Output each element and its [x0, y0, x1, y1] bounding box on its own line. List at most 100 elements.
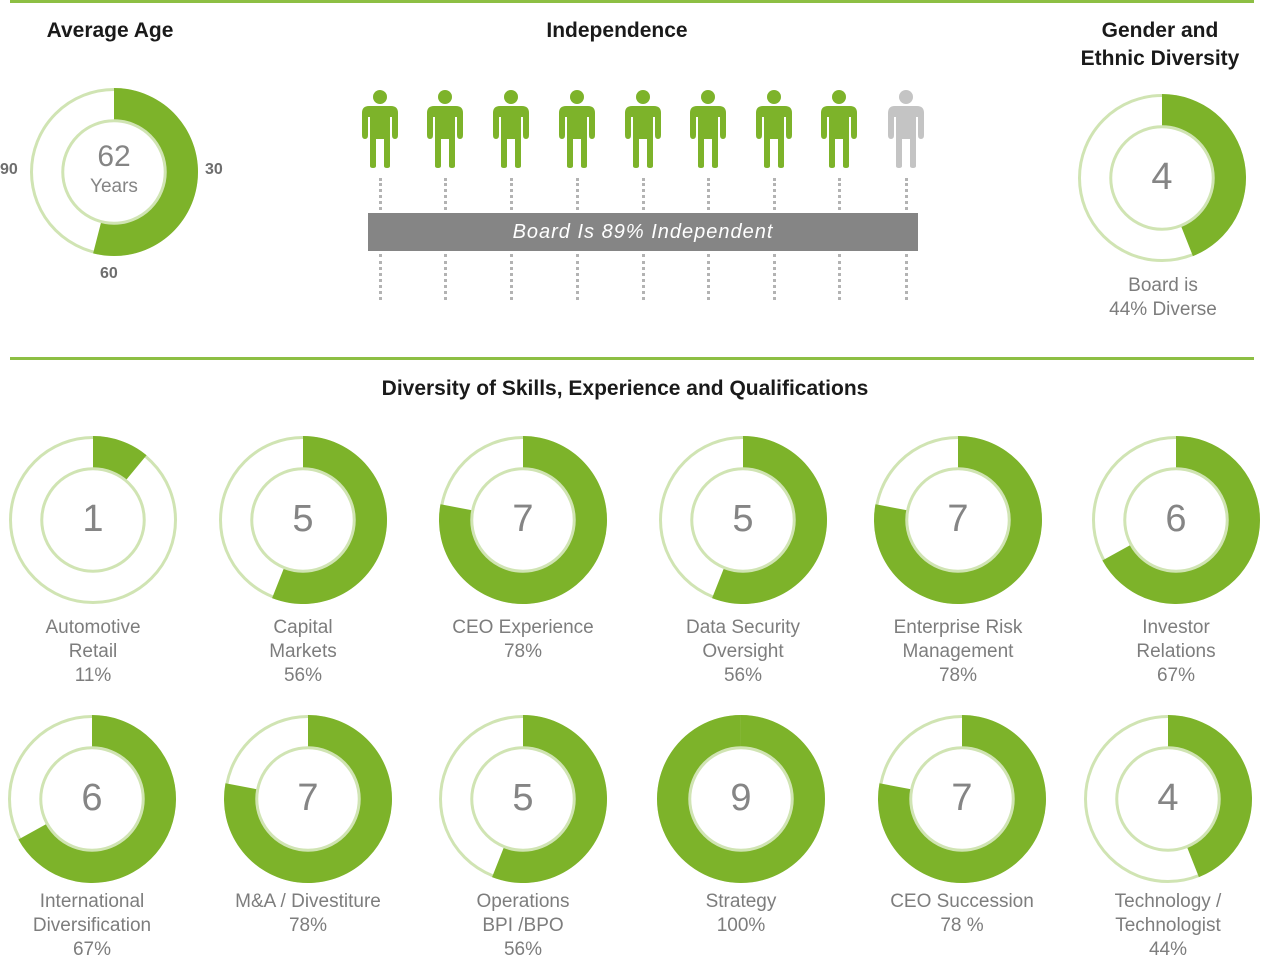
dotted-connector: [773, 254, 776, 300]
skill-donut-operations: 5: [439, 715, 607, 883]
skill-label: Capital: [273, 617, 333, 638]
skill-label: Operations: [476, 891, 570, 912]
age-scale-bottom: 60: [100, 265, 118, 282]
skill-label: Strategy: [705, 891, 777, 912]
dotted-connector: [510, 178, 513, 210]
skill-percent: 56%: [723, 665, 763, 686]
gender-diversity-inner-ring: [1109, 125, 1215, 231]
skill-count: 4: [1157, 777, 1179, 819]
skill-technology-value-arc: [1168, 715, 1252, 878]
gender-diversity-donut: 4: [1078, 94, 1246, 262]
skill-donut-m-a-divestiture: 7: [223, 715, 392, 883]
gender-diversity-value: 4: [1151, 156, 1173, 198]
dotted-connector: [642, 254, 645, 300]
average-age-inner-ring: [61, 119, 167, 225]
skill-donut-capital: 5: [219, 436, 387, 604]
skill-capital-value-arc: [272, 436, 387, 604]
dotted-connector: [576, 254, 579, 300]
skill-count: 5: [292, 498, 314, 540]
skill-capital-inner-ring: [250, 467, 356, 573]
average-age-unit: Years: [90, 176, 138, 197]
skill-percent: 56%: [503, 939, 543, 960]
person-icon: [557, 89, 597, 174]
skill-ceo-experience-value-arc: [439, 436, 607, 604]
age-scale-right: 30: [205, 161, 223, 178]
person-icon: [886, 89, 926, 174]
skill-donut-international: 6: [8, 715, 176, 883]
skill-label: Investor: [1142, 617, 1210, 638]
dotted-connector: [379, 254, 382, 300]
dotted-connector: [773, 178, 776, 210]
skill-ceo-succession-inner-ring: [909, 746, 1015, 852]
dotted-connector: [707, 254, 710, 300]
skill-strategy-inner-ring: [688, 746, 794, 852]
skill-international-value-arc: [18, 715, 176, 883]
skill-percent: 44%: [1148, 939, 1188, 960]
skill-percent: 100%: [716, 915, 766, 936]
skill-m-a-divestiture-value-arc: [223, 715, 392, 883]
skill-label: International: [39, 891, 145, 912]
skill-percent: 67%: [72, 939, 112, 960]
dotted-connector: [576, 178, 579, 210]
skill-data-security-value-arc: [712, 436, 827, 604]
dotted-connector: [444, 178, 447, 210]
dotted-connector: [510, 254, 513, 300]
skill-count: 7: [297, 777, 319, 819]
skill-label: M&A / Divestiture: [235, 891, 381, 912]
gender-diversity-caption-line1: Board is: [1128, 275, 1198, 296]
skill-data-security-inner-ring: [690, 467, 796, 573]
skill-donut-strategy: 9: [657, 715, 825, 883]
top-divider: [10, 0, 1254, 3]
skill-automotive-inner-ring: [40, 467, 146, 573]
average-age-value: 62: [97, 140, 131, 173]
skill-percent: 11%: [74, 665, 112, 686]
gender-diversity-title-line2: Ethnic Diversity: [1080, 47, 1240, 70]
skill-count: 7: [951, 777, 973, 819]
skill-percent: 56%: [283, 665, 323, 686]
gender-diversity-title-line1: Gender and: [1101, 19, 1219, 42]
skill-label: Markets: [269, 641, 337, 662]
skill-percent: 67%: [1156, 665, 1196, 686]
skill-label: Management: [902, 641, 1014, 662]
skill-label: Oversight: [702, 641, 784, 662]
skill-percent: 78%: [288, 915, 328, 936]
average-age-value-arc: [93, 88, 198, 256]
dotted-connector: [905, 254, 908, 300]
skill-percent: 78%: [938, 665, 978, 686]
skill-label: Relations: [1136, 641, 1216, 662]
skill-donut-ceo-succession: 7: [878, 715, 1046, 883]
skill-donut-enterprise-risk: 7: [874, 436, 1042, 604]
skill-label: Data Security: [685, 617, 801, 638]
dotted-connector: [642, 178, 645, 210]
person-icon: [754, 89, 794, 174]
skill-donut-technology: 4: [1084, 715, 1252, 883]
skill-investor-value-arc: [1102, 436, 1260, 604]
skill-label: Technology /: [1114, 891, 1222, 912]
skill-operations-value-arc: [492, 715, 607, 883]
skill-enterprise-risk-inner-ring: [905, 467, 1011, 573]
skill-count: 9: [730, 777, 752, 819]
skill-donut-ceo-experience: 7: [439, 436, 607, 604]
skill-count: 5: [512, 777, 534, 819]
person-icon: [623, 89, 663, 174]
dotted-connector: [707, 178, 710, 210]
skill-count: 7: [947, 498, 969, 540]
skill-label: CEO Succession: [890, 891, 1034, 912]
skill-donut-data-security: 5: [659, 436, 827, 604]
skill-count: 5: [732, 498, 754, 540]
skill-ceo-experience-inner-ring: [470, 467, 576, 573]
skill-label: Technologist: [1115, 915, 1221, 936]
average-age-title: Average Age: [46, 19, 174, 42]
skill-m-a-divestiture-inner-ring: [255, 746, 361, 852]
skill-count: 7: [512, 498, 534, 540]
skill-donut-automotive: 1: [9, 436, 177, 604]
section-divider: [10, 357, 1254, 360]
skill-label: Retail: [68, 641, 118, 662]
skill-label: Automotive: [45, 617, 141, 638]
person-icon: [688, 89, 728, 174]
skill-label: CEO Experience: [452, 617, 594, 638]
gender-diversity-value-arc: [1162, 94, 1246, 257]
skill-percent: 78 %: [940, 915, 984, 936]
skill-label: BPI /BPO: [482, 915, 564, 936]
skill-count: 6: [81, 777, 103, 819]
